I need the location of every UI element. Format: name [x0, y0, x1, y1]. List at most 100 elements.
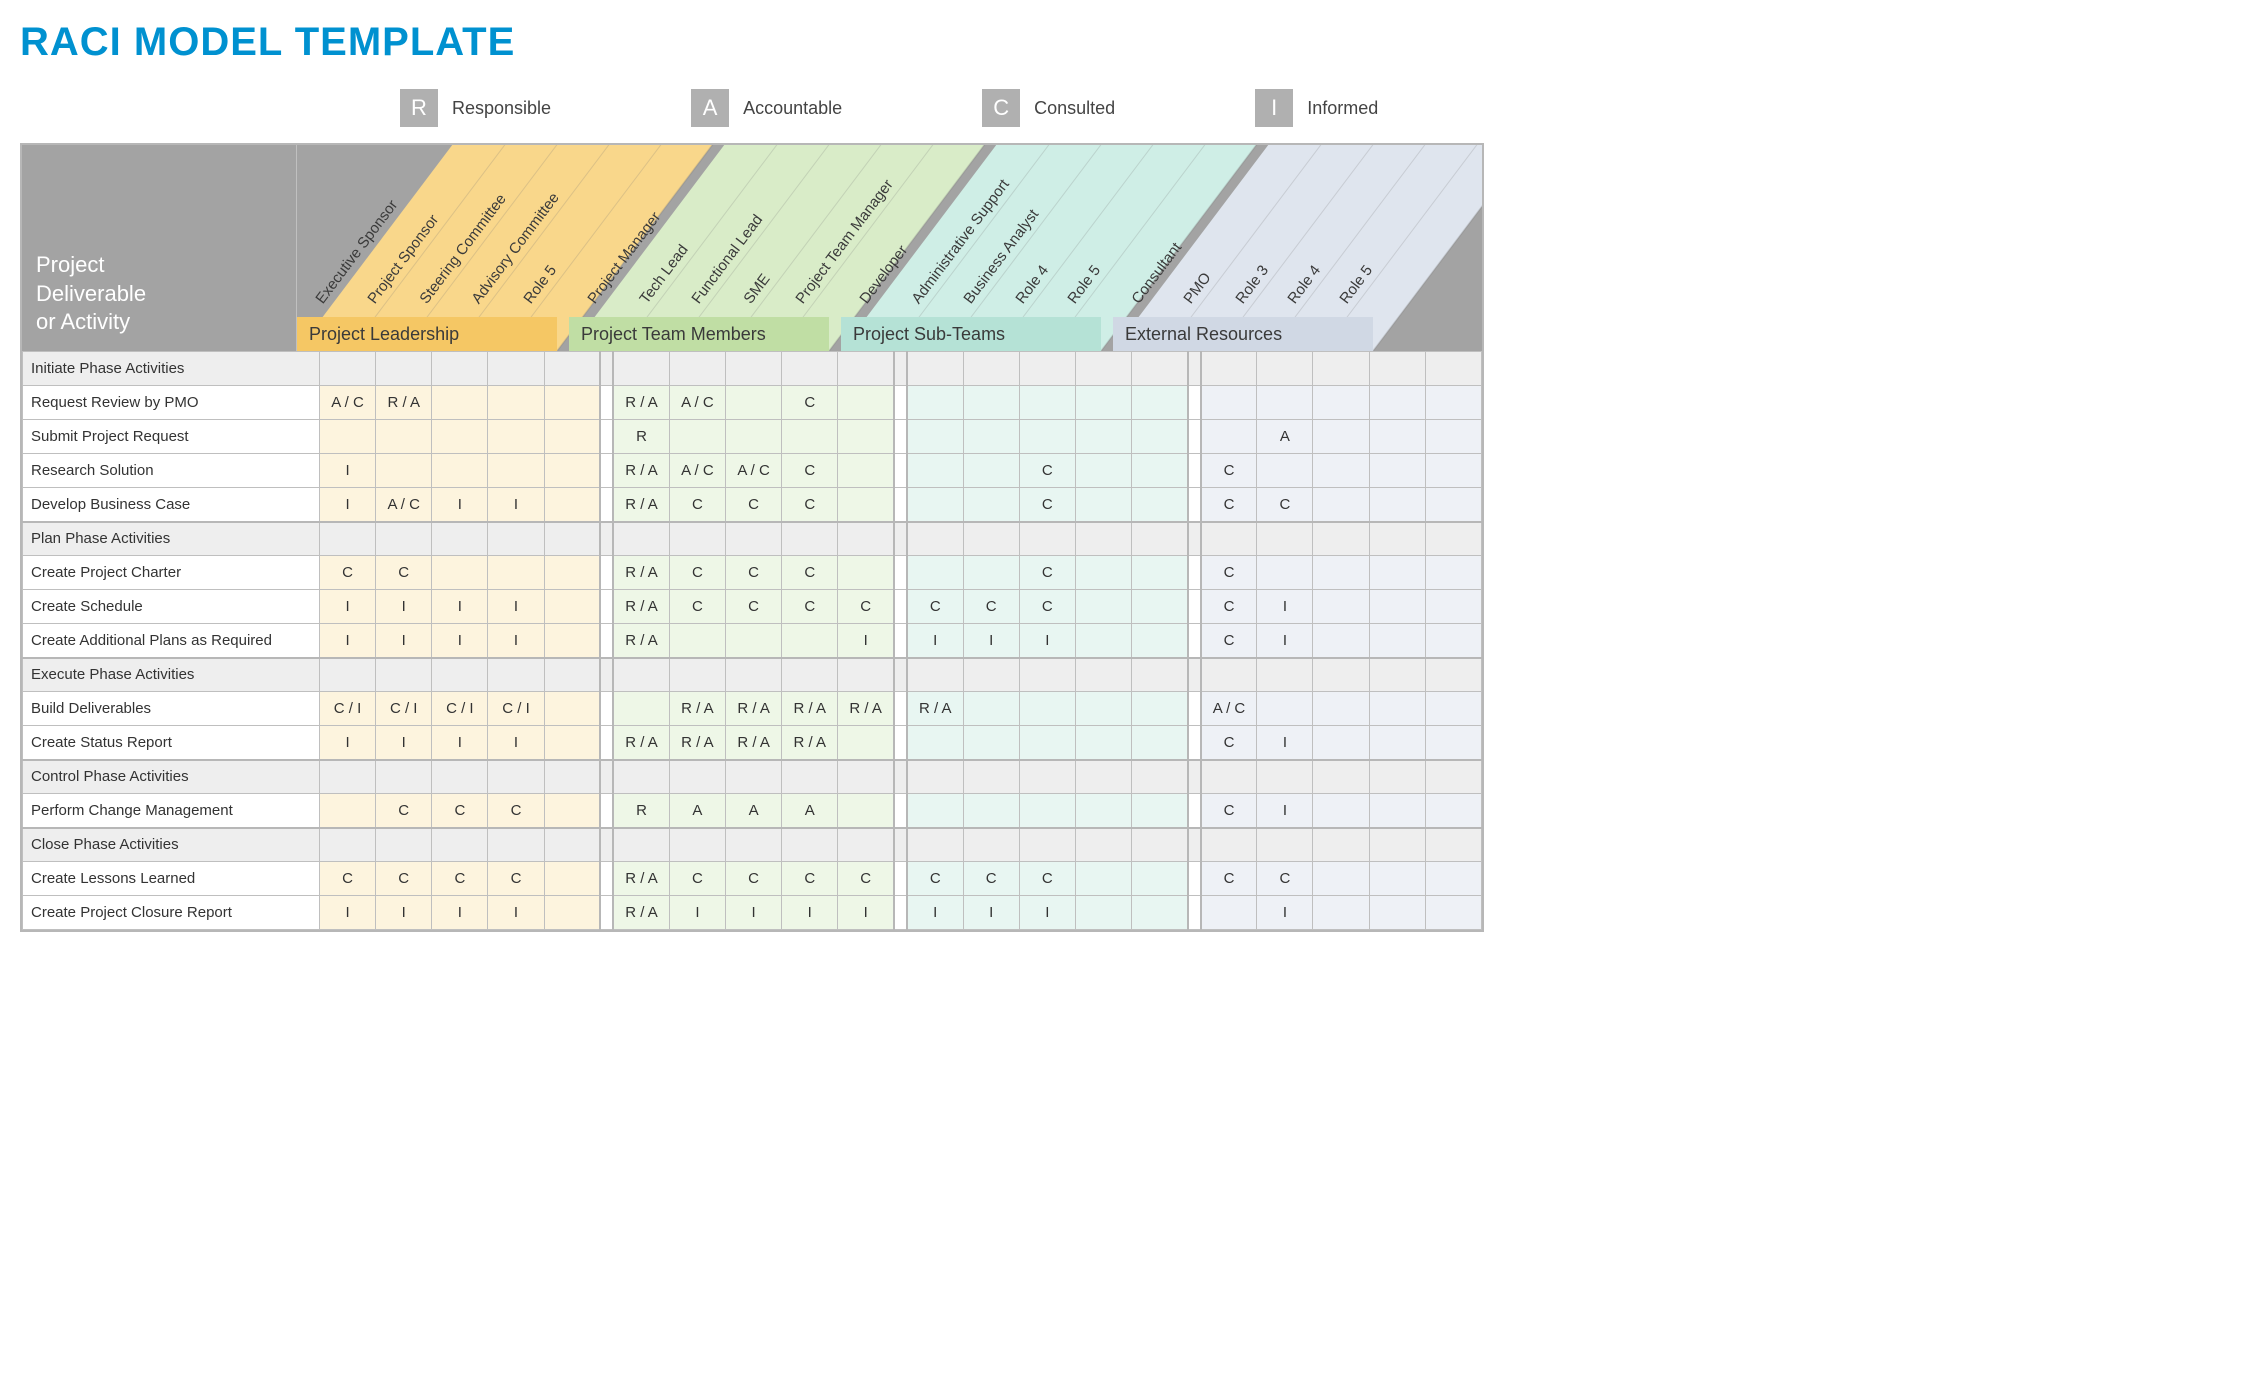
raci-cell: C — [1201, 862, 1257, 896]
raci-cell: I — [726, 896, 782, 930]
raci-cell: C / I — [432, 692, 488, 726]
raci-cell — [544, 556, 600, 590]
raci-cell — [1313, 522, 1369, 556]
raci-cell — [838, 522, 894, 556]
raci-cell — [319, 420, 375, 454]
raci-cell: R / A — [613, 726, 669, 760]
raci-cell: I — [782, 896, 838, 930]
raci-cell: I — [963, 896, 1019, 930]
raci-cell — [376, 658, 432, 692]
raci-cell — [544, 794, 600, 828]
raci-cell — [963, 352, 1019, 386]
raci-cell: C — [1019, 454, 1075, 488]
group-gap — [1188, 420, 1201, 454]
group-gap — [600, 488, 613, 522]
raci-cell — [1132, 692, 1188, 726]
raci-cell — [726, 828, 782, 862]
raci-cell — [376, 352, 432, 386]
raci-cell — [613, 352, 669, 386]
raci-cell: C — [726, 556, 782, 590]
raci-cell — [1369, 828, 1425, 862]
raci-cell: I — [319, 624, 375, 658]
raci-cell: R — [613, 420, 669, 454]
raci-cell: C — [1201, 726, 1257, 760]
group-gap — [600, 658, 613, 692]
raci-cell — [1132, 352, 1188, 386]
raci-cell — [613, 522, 669, 556]
raci-cell — [1075, 896, 1131, 930]
raci-cell — [963, 726, 1019, 760]
raci-cell — [613, 828, 669, 862]
raci-cell — [432, 386, 488, 420]
raci-cell: C — [376, 556, 432, 590]
raci-cell: C — [1201, 488, 1257, 522]
raci-cell: C — [1019, 556, 1075, 590]
raci-cell: R / A — [613, 624, 669, 658]
raci-cell — [726, 760, 782, 794]
raci-cell: C — [669, 862, 725, 896]
raci-cell — [1425, 760, 1481, 794]
raci-cell: C — [907, 590, 963, 624]
raci-cell: C — [319, 556, 375, 590]
raci-cell — [1369, 692, 1425, 726]
raci-cell — [907, 522, 963, 556]
group-gap — [600, 352, 613, 386]
raci-cell: R / A — [907, 692, 963, 726]
raci-cell — [488, 760, 544, 794]
raci-cell: R / A — [613, 896, 669, 930]
raci-cell — [544, 386, 600, 420]
raci-cell — [1425, 828, 1481, 862]
section-label: Close Phase Activities — [23, 828, 320, 862]
raci-cell: I — [669, 896, 725, 930]
raci-cell: I — [1257, 896, 1313, 930]
group-gap — [1188, 556, 1201, 590]
raci-cell: C / I — [488, 692, 544, 726]
raci-cell: C — [488, 862, 544, 896]
group-gap — [1188, 352, 1201, 386]
raci-cell — [1313, 624, 1369, 658]
raci-cell: C / I — [376, 692, 432, 726]
raci-cell — [1369, 658, 1425, 692]
raci-cell: C — [669, 488, 725, 522]
raci-cell — [669, 760, 725, 794]
raci-cell: C — [376, 794, 432, 828]
group-gap — [600, 386, 613, 420]
raci-cell — [1369, 420, 1425, 454]
raci-cell — [1425, 522, 1481, 556]
raci-cell — [1425, 556, 1481, 590]
raci-cell: I — [1257, 590, 1313, 624]
group-gap — [894, 726, 907, 760]
raci-cell — [488, 658, 544, 692]
legend-label: Accountable — [743, 98, 842, 119]
raci-cell — [1075, 352, 1131, 386]
raci-cell: I — [488, 488, 544, 522]
raci-cell — [488, 352, 544, 386]
raci-cell — [1257, 760, 1313, 794]
raci-grid: Initiate Phase ActivitiesRequest Review … — [22, 351, 1482, 930]
raci-cell: C — [782, 590, 838, 624]
group-gap — [1188, 862, 1201, 896]
raci-cell — [488, 828, 544, 862]
raci-cell — [838, 454, 894, 488]
raci-cell — [838, 658, 894, 692]
raci-cell: A / C — [319, 386, 375, 420]
raci-cell: I — [376, 624, 432, 658]
raci-cell — [1019, 794, 1075, 828]
raci-cell — [669, 658, 725, 692]
raci-cell — [907, 726, 963, 760]
group-gap — [894, 794, 907, 828]
raci-cell — [488, 454, 544, 488]
raci-cell: C — [726, 488, 782, 522]
raci-cell — [907, 454, 963, 488]
raci-cell — [726, 386, 782, 420]
raci-cell — [963, 658, 1019, 692]
raci-cell: A — [782, 794, 838, 828]
raci-cell — [1201, 352, 1257, 386]
group-gap — [1188, 896, 1201, 930]
raci-cell — [319, 794, 375, 828]
raci-cell: R / A — [613, 862, 669, 896]
raci-cell — [1369, 794, 1425, 828]
raci-cell: I — [1019, 624, 1075, 658]
raci-cell: I — [432, 896, 488, 930]
raci-cell — [726, 420, 782, 454]
